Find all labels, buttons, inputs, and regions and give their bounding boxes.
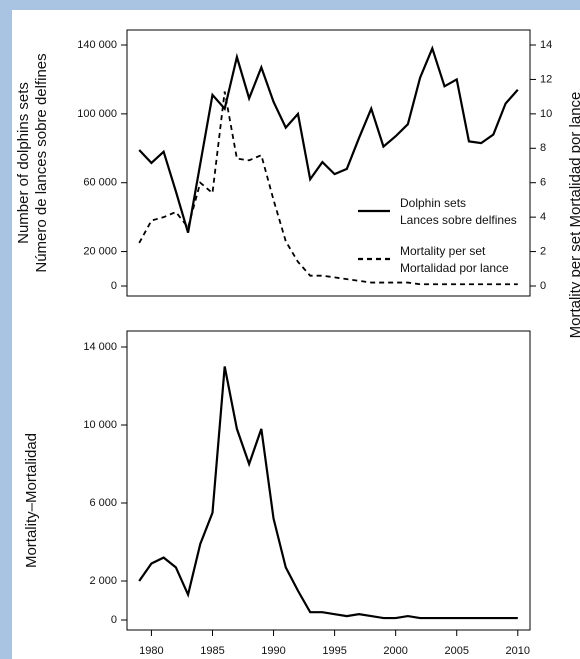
data-line: [138, 91, 518, 286]
legend-label: Mortalidad por lance: [400, 261, 509, 275]
y-tick-label: 10 000: [83, 419, 117, 431]
plot-frame: [126, 29, 531, 297]
y2-axis-label: Mortality per set Mortalidad por lance: [567, 92, 580, 339]
y-axis-label: Número de lances sobre delfines: [33, 53, 50, 272]
x-tick-label: 2000: [383, 645, 407, 657]
y-tick-label: 6 000: [89, 497, 117, 509]
y-tick-label: 100 000: [77, 108, 117, 120]
y2-tick-label: 8: [540, 142, 546, 154]
y2-tick-label: 4: [540, 211, 546, 223]
y2-tick-label: 6: [540, 177, 546, 189]
plot-frame: [126, 330, 531, 631]
y-tick-label: 60 000: [83, 177, 117, 189]
x-tick-label: 2005: [444, 645, 468, 657]
y-tick-label: 140 000: [77, 39, 117, 51]
y-tick-label: 0: [111, 280, 117, 292]
y-tick-label: 20 000: [83, 245, 117, 257]
y-tick-label: 14 000: [83, 341, 117, 353]
y-axis-label: Number of dolphins sets: [15, 82, 32, 244]
legend-label: Mortality per set: [400, 244, 486, 258]
x-tick-label: 2010: [506, 645, 530, 657]
y-tick-label: 2 000: [89, 575, 117, 587]
y-tick-label: 0: [111, 614, 117, 626]
x-tick-label: 1980: [139, 645, 163, 657]
x-tick-label: 1990: [261, 645, 285, 657]
y2-tick-label: 10: [540, 108, 552, 120]
y2-tick-label: 2: [540, 245, 546, 257]
x-tick-label: 1995: [322, 645, 346, 657]
data-line: [138, 366, 518, 620]
legend-label: Lances sobre delfines: [400, 213, 517, 227]
legend-label: Dolphin sets: [400, 196, 466, 210]
x-tick-label: 1985: [200, 645, 224, 657]
panel: [12, 10, 580, 659]
y2-tick-label: 12: [540, 73, 552, 85]
y2-tick-label: 14: [540, 39, 552, 51]
data-line: [138, 45, 519, 233]
y-axis-label: Mortality–Mortalidad: [23, 433, 40, 568]
y2-tick-label: 0: [540, 280, 546, 292]
